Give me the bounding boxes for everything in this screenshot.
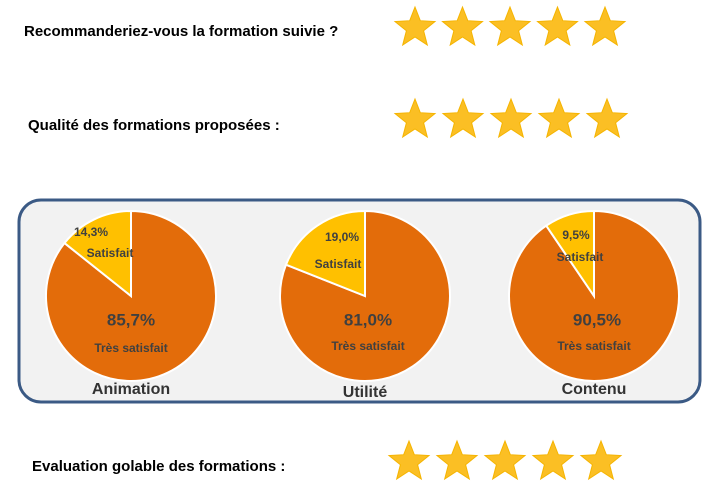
value-label: 85,7%: [107, 310, 155, 329]
rating-star: [483, 439, 527, 481]
category-label: Satisfait: [557, 250, 604, 264]
value-label: 19,0%: [325, 230, 359, 244]
rating-star: [531, 439, 575, 481]
pie-slice: [284, 209, 366, 298]
value-label: 81,0%: [344, 310, 392, 329]
rating-star: [537, 97, 581, 139]
value-label: 9,5%: [562, 228, 590, 242]
chart-title: Utilité: [343, 384, 388, 401]
rating-star: [488, 5, 532, 47]
rating-star: [387, 439, 431, 481]
rating-question: Evaluation golable des formations :: [32, 458, 285, 475]
rating-question: Recommanderiez-vous la formation suivie …: [24, 23, 338, 40]
value-label: 90,5%: [573, 310, 621, 329]
rating-star: [583, 5, 627, 47]
pie-slice: [544, 209, 595, 300]
rating-star: [579, 439, 623, 481]
rating-star: [393, 97, 437, 139]
rating-star: [393, 5, 437, 47]
rating-star: [536, 5, 579, 47]
category-label: Satisfait: [87, 246, 134, 260]
category-label: Très satisfait: [94, 341, 167, 355]
rating-star: [441, 5, 484, 47]
chart-title: Animation: [92, 381, 170, 398]
category-label: Satisfait: [315, 257, 362, 271]
rating-star: [441, 97, 485, 139]
pie-slice: [63, 209, 132, 299]
chart-title: Contenu: [562, 381, 627, 398]
category-label: Très satisfait: [557, 339, 630, 353]
rating-question: Qualité des formations proposées :: [28, 117, 280, 134]
rating-star: [435, 439, 479, 481]
rating-star: [585, 97, 629, 139]
rating-star: [489, 97, 533, 139]
category-label: Très satisfait: [331, 339, 404, 353]
value-label: 14,3%: [74, 225, 108, 239]
